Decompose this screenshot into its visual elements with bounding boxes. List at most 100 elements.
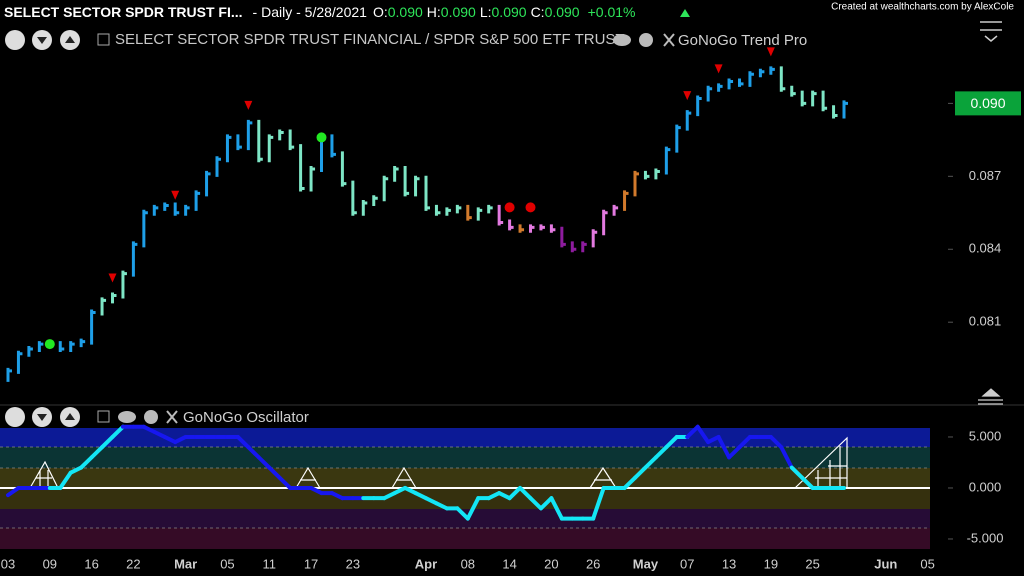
y-tick-label: 0.000: [969, 479, 1002, 494]
y-tick-label: 0.087: [969, 168, 1002, 183]
price-bar: [612, 204, 619, 216]
oscillator-segment: [538, 496, 554, 511]
interval: - Daily - 5/28/2021: [253, 4, 368, 20]
close-icon[interactable]: [166, 410, 178, 424]
gear-icon[interactable]: [144, 410, 158, 424]
x-tick-label: 05: [920, 556, 934, 571]
x-tick-label: 13: [722, 556, 736, 571]
collapse[interactable]: [97, 33, 110, 46]
price-bar: [821, 90, 828, 112]
close-icon[interactable]: [663, 33, 675, 47]
x-tick-label: 23: [346, 556, 360, 571]
oscillator-segment: [695, 424, 711, 445]
price-bar: [330, 134, 336, 158]
price-bar: [393, 166, 399, 182]
price-bar: [591, 229, 598, 248]
price-bar: [581, 241, 587, 253]
header-line: SELECT SECTOR SPDR TRUST FI... - Daily - …: [4, 4, 635, 20]
price-bar: [643, 170, 650, 180]
x-tick-label: 26: [586, 556, 600, 571]
price-bar: [727, 78, 734, 90]
label: O:: [373, 4, 388, 20]
price-bar: [518, 224, 525, 233]
price-controls[interactable]: [5, 30, 110, 50]
y-tick-label: 0.084: [969, 241, 1002, 256]
collapse[interactable]: [97, 410, 110, 423]
button[interactable]: [5, 30, 25, 50]
signal-shape: [295, 466, 321, 489]
price-bar: [37, 341, 44, 352]
x-tick-label: 07: [680, 556, 694, 571]
price-bar: [372, 195, 378, 207]
price-bar: [69, 341, 75, 352]
price-bar: [225, 134, 232, 163]
oscillator-segment: [685, 424, 700, 439]
price-bar: [811, 90, 817, 107]
price-bar: [111, 292, 117, 304]
zone: [0, 468, 930, 488]
price-bar: [832, 105, 838, 119]
price-bar: [194, 190, 201, 211]
scale-icon[interactable]: [980, 21, 1002, 42]
eye-icon[interactable]: [118, 411, 136, 423]
price-bar: [424, 175, 430, 211]
price-bar: [842, 100, 848, 119]
price-bar: [340, 151, 347, 187]
oscillator-segment: [716, 434, 732, 460]
price-bar: [455, 204, 462, 214]
x-tick-label: 09: [43, 556, 57, 571]
oscillator-segment: [591, 485, 606, 521]
oscillator-segment: [235, 434, 251, 450]
price-bar: [100, 297, 107, 316]
eye-icon[interactable]: [613, 34, 631, 46]
oscillator-segment: [727, 445, 742, 460]
x-tick-label: 25: [805, 556, 819, 571]
price-bar: [403, 166, 410, 197]
oscillator-segment: [89, 445, 105, 460]
gear-icon[interactable]: [639, 33, 653, 47]
price-bar: [466, 204, 472, 221]
price-bar: [58, 341, 65, 352]
price-bar: [685, 110, 692, 131]
oscillator-segment: [622, 475, 637, 490]
oscillator-segment: [507, 485, 523, 501]
price-bar: [675, 124, 681, 153]
price-bar: [758, 68, 765, 78]
price-bar: [434, 204, 441, 216]
scale-icon[interactable]: [978, 388, 1003, 405]
value: 0.090: [545, 4, 580, 20]
signal-shape: [794, 436, 848, 489]
price-bar: [267, 134, 274, 163]
oscillator-segment: [58, 470, 73, 490]
price-bar: [706, 85, 713, 102]
button[interactable]: [5, 407, 25, 427]
signal-dot: [504, 202, 515, 213]
oscillator-segment: [664, 434, 679, 450]
price-bar: [633, 170, 639, 197]
price-bar: [16, 350, 23, 374]
oscillator-segment: [518, 485, 533, 501]
value: 0.090: [388, 4, 423, 20]
price-bar: [738, 78, 744, 87]
zone: [0, 528, 930, 549]
price-bar: [623, 190, 629, 211]
price-bar: [717, 83, 723, 92]
price-bar: [142, 209, 148, 248]
label: H:: [427, 4, 441, 20]
oscillator-segment: [277, 475, 293, 490]
price-bar: [476, 207, 483, 221]
price-bar: [278, 129, 284, 141]
zone: [0, 428, 930, 447]
price-bar: [27, 345, 33, 357]
y-tick-label: 5.000: [969, 428, 1002, 443]
price-bar: [382, 175, 389, 202]
price-bar: [414, 175, 420, 197]
price-bar: [205, 170, 211, 197]
price-bar: [299, 144, 305, 192]
osc-controls[interactable]: [5, 407, 178, 427]
credit: Created at wealthcharts.com by AlexCole: [831, 2, 1014, 13]
price-bar: [246, 119, 253, 151]
y-tick-label: -5.000: [967, 530, 1004, 545]
price-bar: [288, 129, 295, 151]
